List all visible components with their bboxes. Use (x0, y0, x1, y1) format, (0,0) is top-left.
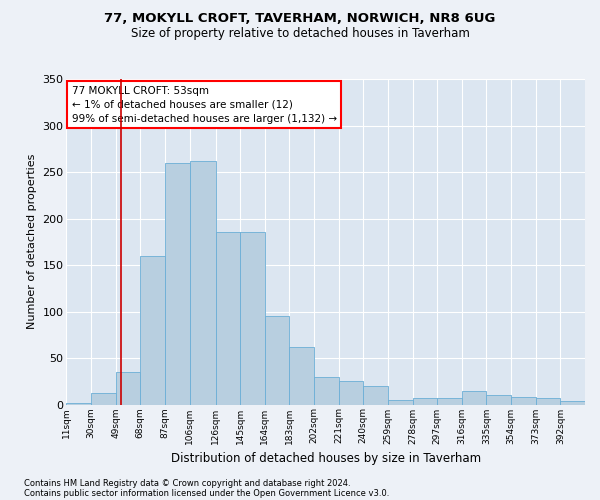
X-axis label: Distribution of detached houses by size in Taverham: Distribution of detached houses by size … (170, 452, 481, 465)
Text: 77 MOKYLL CROFT: 53sqm
← 1% of detached houses are smaller (12)
99% of semi-deta: 77 MOKYLL CROFT: 53sqm ← 1% of detached … (71, 86, 337, 124)
Bar (364, 386, 388, 404)
Bar (116, 372, 140, 404)
Bar (314, 376, 338, 404)
Bar (511, 397, 536, 404)
Bar (215, 232, 240, 404)
Bar (190, 161, 215, 404)
Bar (91, 394, 116, 404)
Bar (289, 347, 314, 405)
Bar (140, 256, 165, 404)
Text: 77, MOKYLL CROFT, TAVERHAM, NORWICH, NR8 6UG: 77, MOKYLL CROFT, TAVERHAM, NORWICH, NR8… (104, 12, 496, 26)
Text: Size of property relative to detached houses in Taverham: Size of property relative to detached ho… (131, 28, 469, 40)
Bar (265, 316, 289, 404)
Bar (437, 398, 462, 404)
Bar (67, 402, 91, 404)
Bar (462, 390, 487, 404)
Text: Contains public sector information licensed under the Open Government Licence v3: Contains public sector information licen… (24, 488, 389, 498)
Bar (536, 398, 560, 404)
Bar (240, 232, 265, 404)
Bar (560, 401, 585, 404)
Bar (165, 162, 190, 404)
Bar (413, 398, 437, 404)
Y-axis label: Number of detached properties: Number of detached properties (27, 154, 37, 330)
Bar (487, 395, 511, 404)
Bar (338, 382, 364, 404)
Bar (388, 400, 413, 404)
Text: Contains HM Land Registry data © Crown copyright and database right 2024.: Contains HM Land Registry data © Crown c… (24, 478, 350, 488)
